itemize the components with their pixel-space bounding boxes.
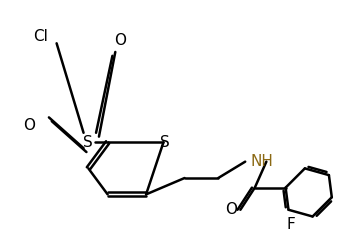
Text: S: S [82,135,92,150]
Text: O: O [114,33,126,48]
Text: O: O [225,202,237,217]
Text: O: O [23,118,35,133]
Text: S: S [160,135,170,150]
Text: NH: NH [250,154,273,169]
Text: F: F [286,217,295,232]
Text: Cl: Cl [33,29,48,44]
